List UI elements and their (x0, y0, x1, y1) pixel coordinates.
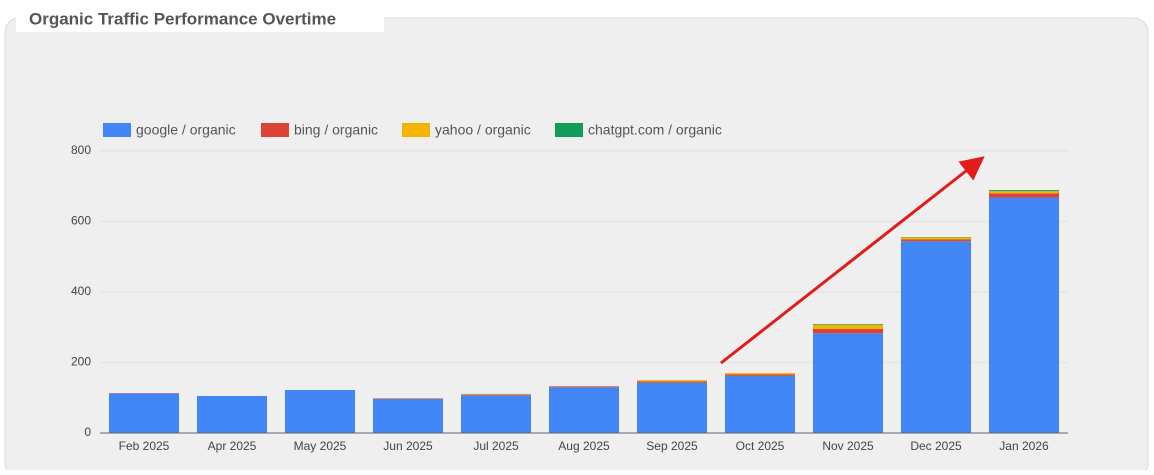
bar-segment (461, 395, 531, 433)
bar-segment (813, 333, 883, 433)
legend-label: google / organic (136, 122, 236, 138)
legend-label: bing / organic (294, 122, 378, 138)
bar-segment (989, 191, 1059, 193)
x-tick-label: Dec 2025 (910, 439, 962, 453)
bar-segment (989, 198, 1059, 433)
legend-swatch (555, 123, 583, 137)
bar-segment (901, 239, 971, 241)
bar-segment (109, 394, 179, 433)
legend-swatch (261, 123, 289, 137)
bar-segment (901, 237, 971, 239)
x-tick-label: Jul 2025 (473, 439, 519, 453)
y-tick-label: 800 (71, 143, 91, 157)
bar-segment (901, 241, 971, 433)
bar-segment (197, 396, 267, 433)
bar-segment (813, 325, 883, 329)
bar-segment (637, 380, 707, 381)
bar-segment (725, 373, 795, 374)
x-tick-label: Aug 2025 (558, 439, 610, 453)
chart-title: Organic Traffic Performance Overtime (29, 9, 336, 28)
bar-segment (989, 190, 1059, 191)
bar-segment (813, 329, 883, 333)
x-tick-label: Apr 2025 (208, 439, 257, 453)
x-tick-label: Jun 2025 (383, 439, 433, 453)
y-tick-label: 0 (84, 425, 91, 439)
x-tick-label: Sep 2025 (646, 439, 698, 453)
x-tick-label: Oct 2025 (736, 439, 785, 453)
bar-segment (461, 395, 531, 396)
legend-label: chatgpt.com / organic (588, 122, 722, 138)
x-tick-label: Nov 2025 (822, 439, 874, 453)
legend-swatch (402, 123, 430, 137)
bar-segment (373, 399, 443, 433)
y-tick-label: 600 (71, 214, 91, 228)
bar-segment (725, 376, 795, 433)
bar-segment (637, 382, 707, 383)
y-tick-label: 200 (71, 355, 91, 369)
bar-segment (637, 383, 707, 433)
x-tick-label: May 2025 (294, 439, 347, 453)
bar-segment (461, 394, 531, 395)
x-tick-label: Feb 2025 (119, 439, 170, 453)
bar-segment (989, 193, 1059, 197)
y-tick-label: 400 (71, 284, 91, 298)
legend-swatch (103, 123, 131, 137)
x-tick-label: Jan 2026 (999, 439, 1049, 453)
legend-label: yahoo / organic (435, 122, 531, 138)
bar-segment (725, 374, 795, 375)
bar-segment (285, 390, 355, 433)
bar-segment (813, 324, 883, 325)
bar-segment (549, 386, 619, 387)
bar-segment (549, 387, 619, 433)
